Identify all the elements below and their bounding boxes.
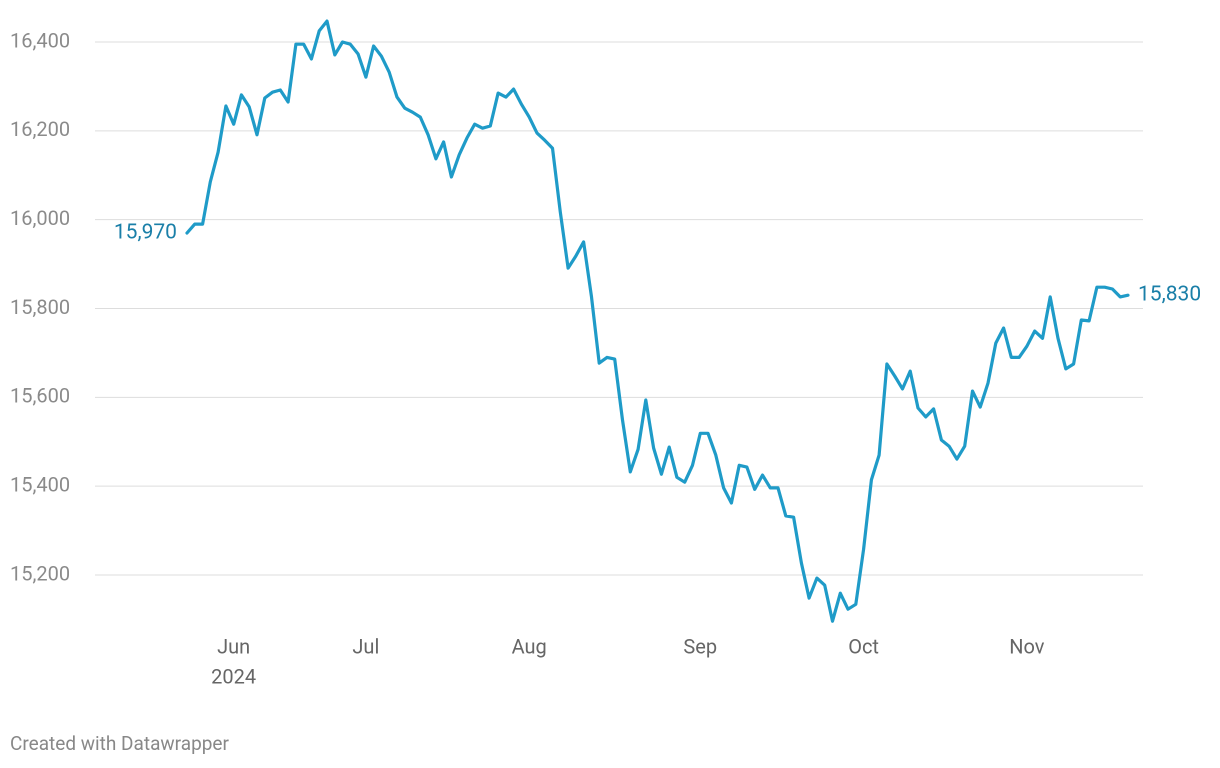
value-label: 15,970 (114, 221, 177, 245)
footer: Created with Datawrapper (10, 732, 229, 755)
x-tick-label: Jun (217, 634, 250, 658)
y-tick-label: 15,400 (10, 472, 70, 496)
x-year-label: 2024 (211, 664, 256, 688)
y-tick-label: 16,200 (10, 117, 70, 141)
value-label: 15,830 (1138, 283, 1201, 307)
x-tick-label: Aug (512, 634, 547, 658)
x-tick-label: Sep (683, 634, 717, 658)
y-tick-label: 16,400 (10, 28, 70, 52)
y-tick-label: 15,600 (10, 384, 70, 408)
y-tick-label: 15,200 (10, 561, 70, 585)
x-tick-label: Nov (1009, 634, 1045, 658)
x-tick-label: Oct (848, 634, 879, 658)
x-tick-label: Jul (352, 634, 379, 658)
line (185, 19, 1130, 623)
y-tick-label: 16,000 (10, 206, 70, 230)
y-tick-label: 15,800 (10, 295, 70, 319)
